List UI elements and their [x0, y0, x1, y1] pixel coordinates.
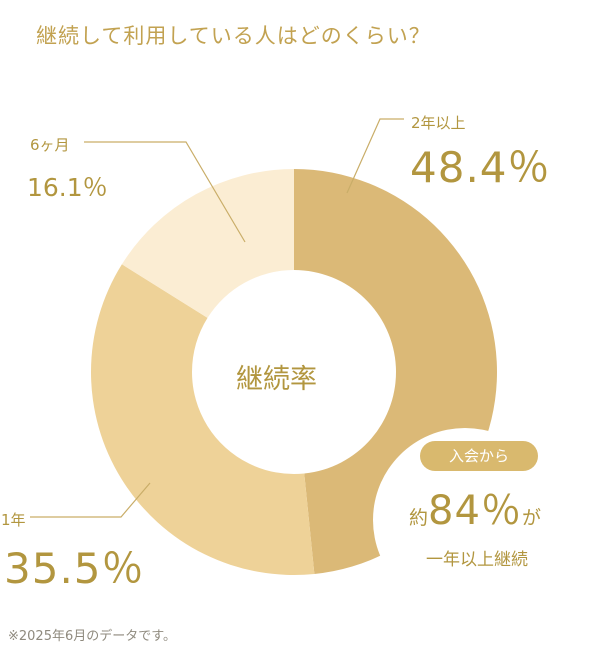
leader-lines — [30, 118, 404, 518]
category-label-1year: 1年 — [1, 511, 26, 529]
donut-center-label: 継続率 — [236, 364, 317, 395]
value-label-6months: 16.1％ — [27, 173, 108, 202]
value-label-1year: 35.5％ — [4, 544, 145, 593]
callout-subtext: 一年以上継続 — [426, 550, 528, 570]
footnote: ※2025年6月のデータです。 — [8, 629, 176, 644]
callout-number: 84％ — [428, 488, 522, 534]
value-label-2years: 48.4％ — [410, 143, 551, 192]
chart-title: 継続して利用している人はどのくらい？ — [36, 24, 431, 48]
callout-main: 約84％が — [390, 478, 560, 536]
callout-suffix: が — [521, 507, 541, 529]
slice-6months — [121, 169, 294, 318]
callout-badge: 入会から — [420, 441, 538, 471]
slice-1year — [91, 264, 315, 575]
category-label-2years: 2年以上 — [411, 114, 466, 132]
leader-1year — [30, 482, 151, 518]
leader-6months — [84, 141, 246, 243]
callout-cutout — [373, 428, 557, 612]
callout-prefix: 約 — [409, 507, 429, 529]
leader-2years — [346, 118, 404, 194]
category-label-6months: 6ヶ月 — [30, 136, 70, 154]
